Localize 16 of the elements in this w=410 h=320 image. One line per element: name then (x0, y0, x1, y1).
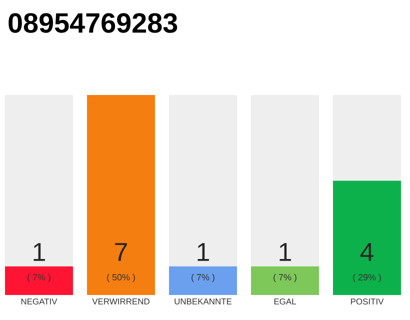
data-label: 1 (198, 243, 209, 261)
x-tick-label: NEGATIV (21, 298, 58, 305)
x-tick-label: UNBEKANNTE (174, 298, 232, 304)
x-tick-label: POSITIV (350, 298, 384, 305)
data-label: 1 (34, 243, 45, 261)
x-tick-label: VERWIRREND (92, 298, 150, 304)
data-label: 1 (280, 243, 291, 261)
annotation: ( 7% ) (28, 274, 50, 282)
annotation: ( 50% ) (107, 274, 135, 282)
data-label: 7 (115, 243, 127, 261)
annotation: ( 7% ) (192, 274, 214, 282)
data-label: 4 (360, 243, 374, 261)
chart-title: 08954769283 (8, 13, 178, 33)
annotation: ( 29% ) (353, 274, 381, 282)
x-tick-label: EGAL (274, 298, 296, 305)
annotation: ( 7% ) (274, 274, 296, 282)
